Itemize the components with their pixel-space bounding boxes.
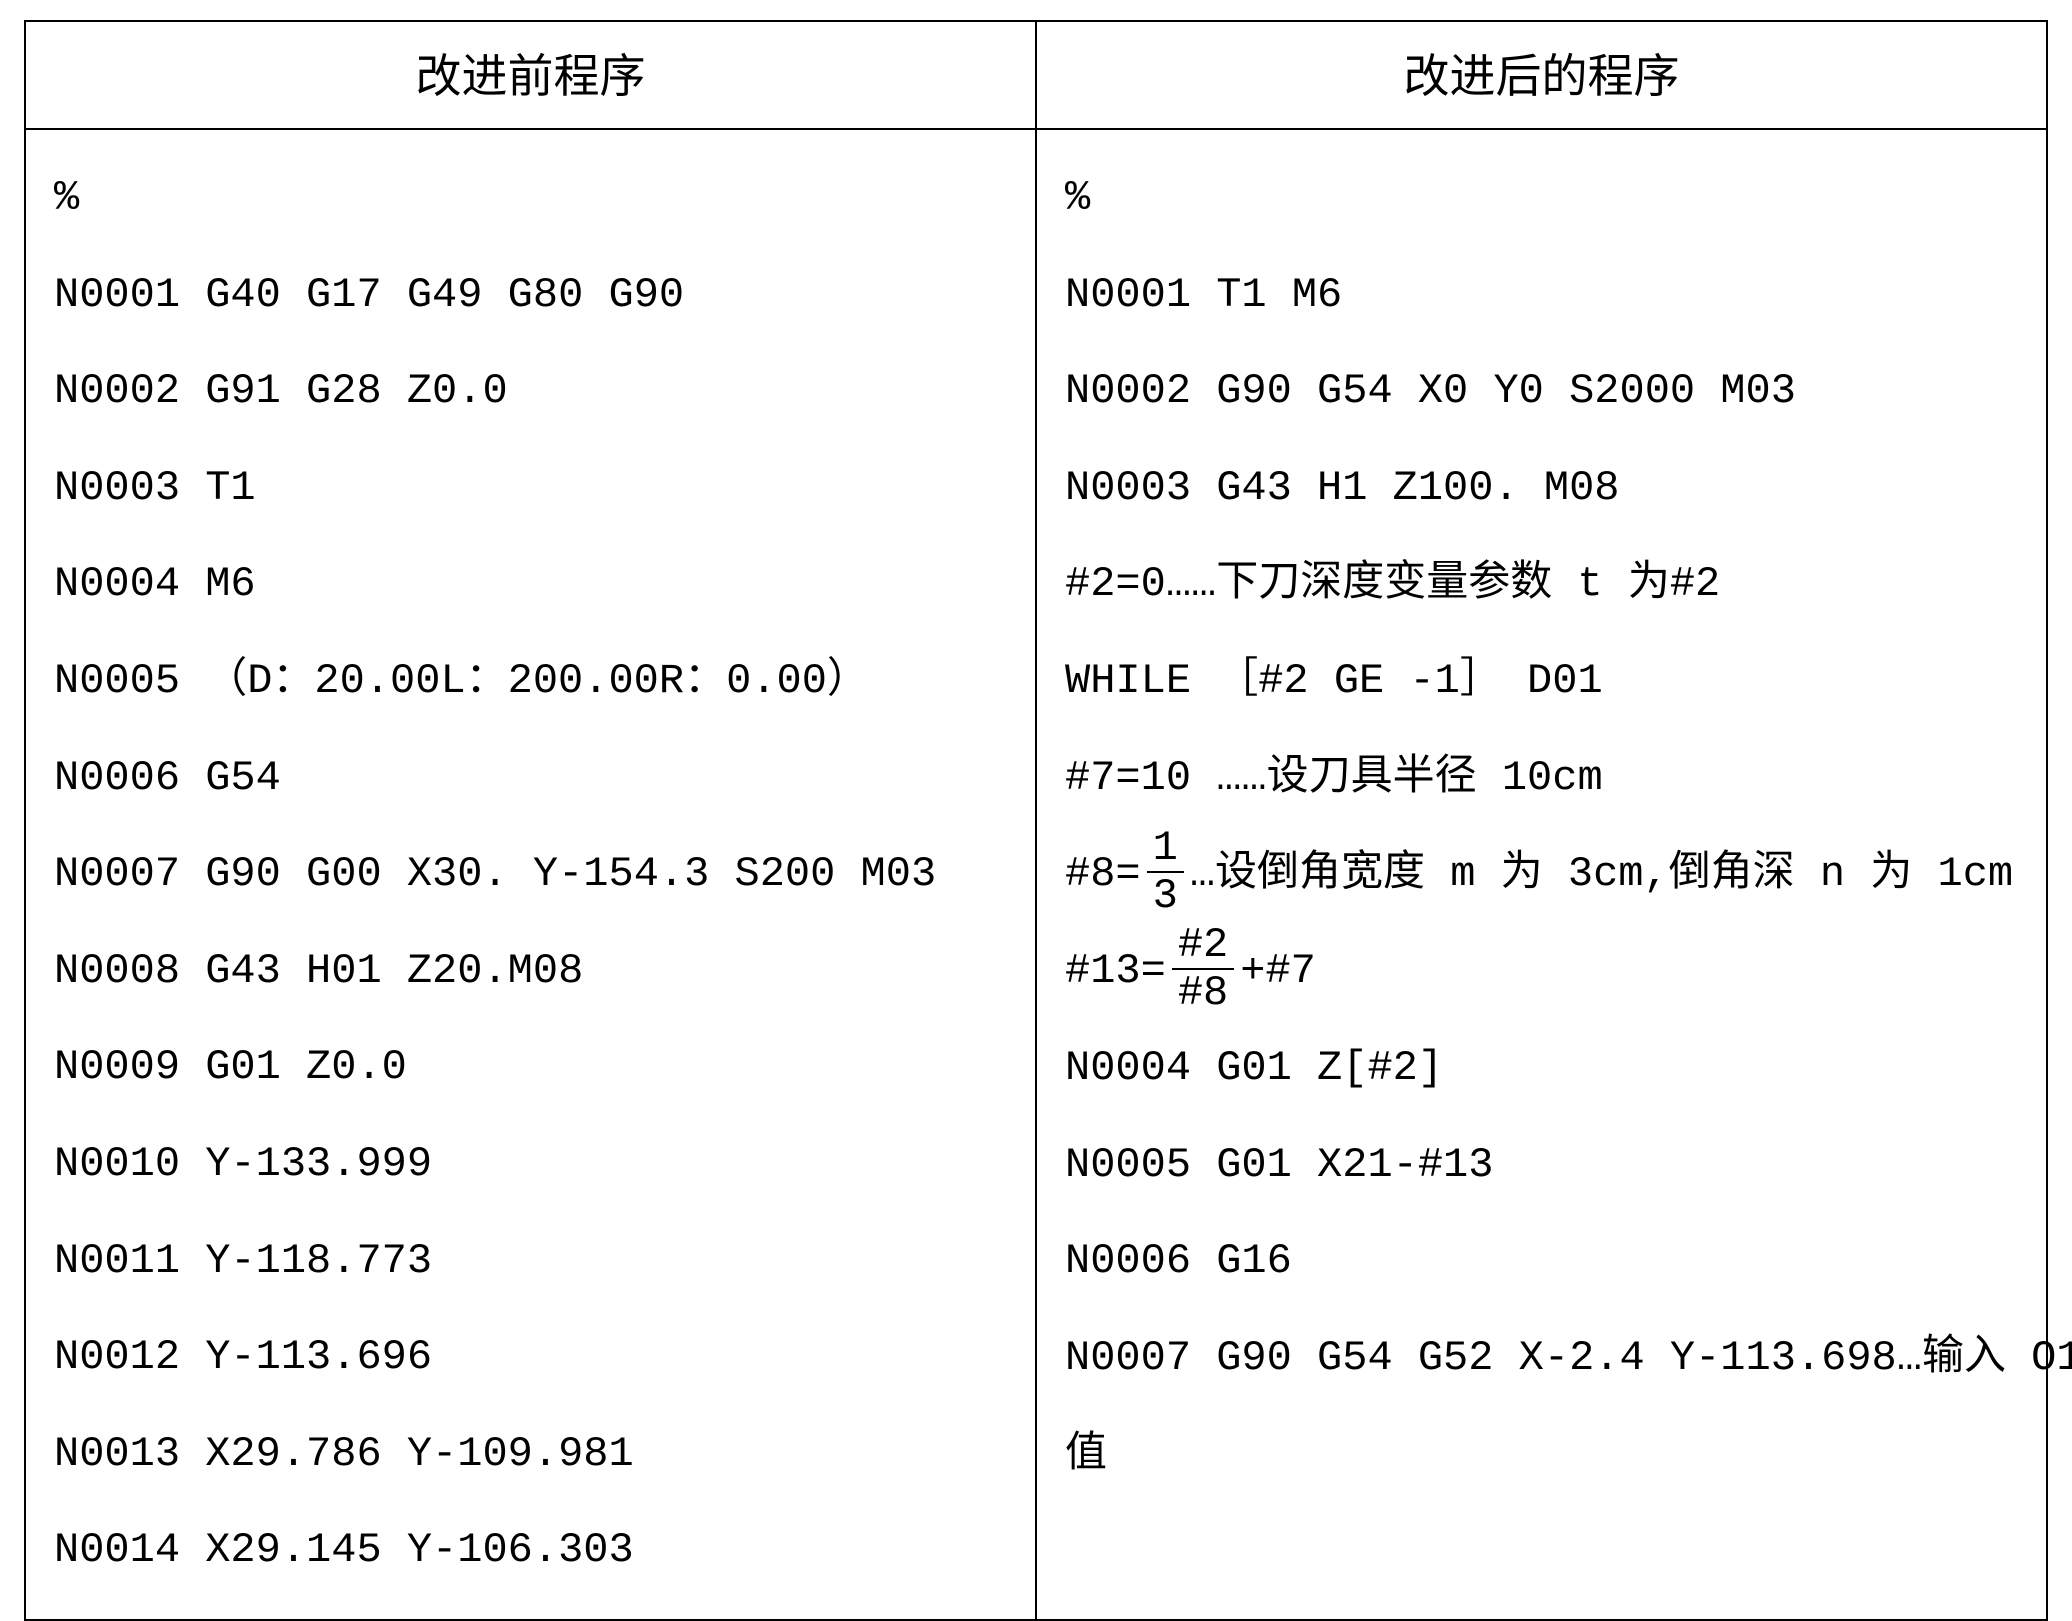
code-line: 值 bbox=[1065, 1407, 2018, 1504]
code-line: N0004 G01 Z[#2] bbox=[1065, 1020, 2018, 1117]
fraction-numerator: 1 bbox=[1147, 825, 1184, 873]
frac-suffix: …设倒角宽度 m 为 3cm,倒角深 n 为 1cm bbox=[1190, 826, 2013, 923]
code-line: N0005 （D：20.00L：200.00R：0.00） bbox=[54, 633, 1007, 730]
code-line: N0001 T1 M6 bbox=[1065, 247, 2018, 344]
code-line: N0011 Y-118.773 bbox=[54, 1213, 1007, 1310]
code-line: N0003 G43 H1 Z100. M08 bbox=[1065, 440, 2018, 537]
page-wrap: 改进前程序 改进后的程序 % N0001 G40 G17 G49 G80 G90… bbox=[0, 0, 2072, 1618]
code-line: N0005 G01 X21-#13 bbox=[1065, 1117, 2018, 1214]
code-line-frac: #13=#2#8+#7 bbox=[1065, 923, 2018, 1020]
code-line: N0009 G01 Z0.0 bbox=[54, 1019, 1007, 1116]
code-line: N0012 Y-113.696 bbox=[54, 1309, 1007, 1406]
fraction-denominator: #8 bbox=[1172, 970, 1234, 1016]
body-row: % N0001 G40 G17 G49 G80 G90 N0002 G91 G2… bbox=[25, 129, 2047, 1620]
code-line: N0002 G90 G54 X0 Y0 S2000 M03 bbox=[1065, 343, 2018, 440]
cell-right: % N0001 T1 M6 N0002 G90 G54 X0 Y0 S2000 … bbox=[1036, 129, 2047, 1620]
code-line: N0013 X29.786 Y-109.981 bbox=[54, 1406, 1007, 1503]
code-line: % bbox=[1065, 150, 2018, 247]
fraction-denominator: 3 bbox=[1147, 873, 1184, 919]
code-line: WHILE ［#2 GE -1］ D01 bbox=[1065, 633, 2018, 730]
frac-suffix: +#7 bbox=[1240, 923, 1316, 1020]
fraction-numerator: #2 bbox=[1172, 922, 1234, 970]
code-line: % bbox=[54, 150, 1007, 247]
code-line: N0004 M6 bbox=[54, 536, 1007, 633]
code-line: N0010 Y-133.999 bbox=[54, 1116, 1007, 1213]
fraction: #2#8 bbox=[1172, 922, 1234, 1016]
comparison-table: 改进前程序 改进后的程序 % N0001 G40 G17 G49 G80 G90… bbox=[24, 20, 2048, 1621]
header-row: 改进前程序 改进后的程序 bbox=[25, 21, 2047, 129]
header-right: 改进后的程序 bbox=[1036, 21, 2047, 129]
cell-left: % N0001 G40 G17 G49 G80 G90 N0002 G91 G2… bbox=[25, 129, 1036, 1620]
code-line: #2=0……下刀深度变量参数 t 为#2 bbox=[1065, 536, 2018, 633]
header-left: 改进前程序 bbox=[25, 21, 1036, 129]
code-line: N0001 G40 G17 G49 G80 G90 bbox=[54, 247, 1007, 344]
code-line: N0006 G54 bbox=[54, 730, 1007, 827]
frac-prefix: #13= bbox=[1065, 923, 1166, 1020]
code-line: N0006 G16 bbox=[1065, 1213, 2018, 1310]
code-line-frac: #8=13…设倒角宽度 m 为 3cm,倒角深 n 为 1cm bbox=[1065, 826, 2018, 923]
fraction: 13 bbox=[1147, 825, 1184, 919]
code-line: N0008 G43 H01 Z20.M08 bbox=[54, 923, 1007, 1020]
code-line: N0002 G91 G28 Z0.0 bbox=[54, 343, 1007, 440]
code-line: #7=10 ……设刀具半径 10cm bbox=[1065, 730, 2018, 827]
frac-prefix: #8= bbox=[1065, 826, 1141, 923]
code-line: N0007 G90 G54 G52 X-2.4 Y-113.698…输入 O1 bbox=[1065, 1310, 2018, 1407]
code-line: N0014 X29.145 Y-106.303 bbox=[54, 1502, 1007, 1599]
code-line: N0003 T1 bbox=[54, 440, 1007, 537]
code-line: N0007 G90 G00 X30. Y-154.3 S200 M03 bbox=[54, 826, 1007, 923]
